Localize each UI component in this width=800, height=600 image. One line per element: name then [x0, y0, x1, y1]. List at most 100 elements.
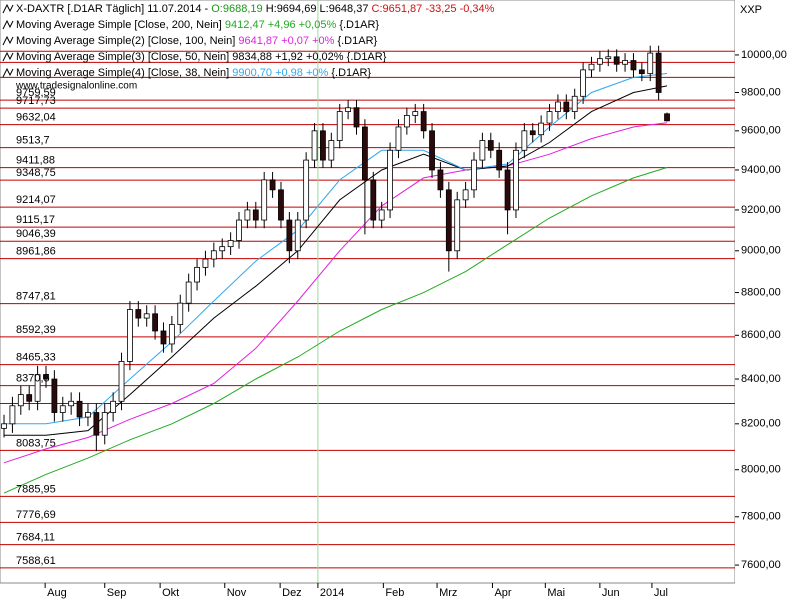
candle-body	[630, 60, 637, 71]
candle-body	[412, 111, 419, 116]
candle-body	[1, 423, 7, 429]
header-part: L:9648,37	[320, 3, 369, 15]
candle-body	[252, 209, 259, 221]
plot-area	[0, 0, 736, 584]
candle-body	[152, 313, 158, 332]
candle-body	[588, 63, 595, 71]
candle-body	[160, 330, 167, 345]
header-part: O:9688,19	[211, 3, 262, 15]
candle-body	[311, 130, 318, 161]
candle-body	[194, 266, 200, 283]
y-tick-label: 8600,00	[741, 329, 781, 341]
legend-icon	[2, 67, 14, 78]
candle-body	[336, 111, 343, 141]
legend-text: {.D1AR}	[347, 51, 387, 63]
y-tick-label: 8200,00	[741, 418, 781, 430]
level-label: 9513,7	[16, 135, 50, 147]
header-icon	[2, 3, 14, 14]
candle-body	[185, 281, 192, 304]
candle-body	[219, 246, 226, 252]
y-tick-label: 9600,00	[741, 125, 781, 137]
level-label: 7776,69	[16, 509, 56, 521]
candle-body	[403, 114, 410, 128]
legend-entry: Moving Average Simple(2) [Close, 100, Ne…	[16, 35, 378, 47]
candle-body	[395, 126, 402, 151]
moving-average-line	[4, 73, 668, 425]
y-tick-label: 9000,00	[741, 245, 781, 257]
candle-body	[101, 412, 108, 436]
candle-body	[647, 52, 654, 75]
y-tick-label: 9800,00	[741, 86, 781, 98]
candle-body	[370, 179, 377, 221]
level-label: 9632,04	[16, 112, 56, 124]
level-label: 8747,81	[16, 291, 56, 303]
candle-body	[93, 412, 100, 436]
candle-body	[59, 405, 66, 413]
moving-average-line	[3, 122, 668, 464]
candle-body	[521, 130, 528, 151]
candle-body	[353, 107, 360, 128]
candle-body	[269, 179, 276, 191]
legend-text: Moving Average Simple [Close, 200, Nein]	[16, 19, 222, 31]
legend-icon	[2, 19, 14, 30]
candle-body	[51, 378, 58, 413]
x-tick-label: Nov	[227, 587, 247, 599]
legend-text: {.D1AR}	[337, 35, 377, 47]
y-tick-label: 7600,00	[741, 559, 781, 571]
candle-body	[68, 400, 75, 407]
y-tick-label: 8800,00	[741, 286, 781, 298]
level-label: 7885,95	[16, 483, 56, 495]
axis-title: XXP	[740, 4, 762, 16]
candle-body	[320, 130, 326, 161]
candle-body	[210, 250, 217, 260]
candle-body	[638, 69, 645, 75]
candle-body	[236, 219, 242, 241]
level-label: 8083,75	[16, 437, 56, 449]
candle-body	[420, 111, 427, 132]
candle-body	[127, 309, 133, 362]
level-label: 9717,73	[16, 95, 56, 107]
candle-body	[504, 169, 511, 211]
candle-body	[664, 113, 670, 122]
candle-body	[387, 149, 393, 211]
header-part: X-DAXTR [.D1AR Täglich] 11.07.2014 -	[16, 3, 209, 15]
candle-body	[462, 189, 469, 201]
y-tick-label: 7800,00	[741, 511, 781, 523]
header: X-DAXTR [.D1AR Täglich] 11.07.2014 - O:9…	[16, 3, 495, 15]
legend-entry: Moving Average Simple [Close, 200, Nein]…	[16, 19, 379, 31]
legend-text: 9641,87 +0,07 +0%	[238, 35, 334, 47]
candle-body	[278, 189, 284, 221]
candle-body	[580, 69, 586, 97]
header-part: C:9651,87 -33,25 -0,34%	[372, 3, 495, 15]
candle-body	[655, 52, 662, 93]
level-label: 8370,5	[16, 372, 50, 384]
level-label: 8961,86	[16, 246, 56, 258]
candle-body	[361, 126, 368, 181]
x-tick-label: Feb	[385, 587, 404, 599]
candle-body	[454, 199, 461, 252]
candle-body	[546, 111, 553, 124]
marks-layer	[1, 45, 670, 494]
x-tick-label: Aug	[47, 587, 67, 599]
candle-body	[110, 400, 117, 413]
x-tick-label: Mai	[547, 587, 565, 599]
candle-body	[529, 130, 536, 136]
level-label: 8592,39	[16, 324, 56, 336]
candle-body	[286, 219, 293, 252]
candle-body	[303, 159, 310, 221]
axis-panel	[0, 583, 735, 600]
legend-text: Moving Average Simple(3) [Close, 50, Nei…	[16, 51, 229, 63]
legend-text: {.D1AR}	[339, 19, 379, 31]
candle-body	[118, 361, 125, 402]
x-tick-label: Jul	[654, 587, 668, 599]
candle-body	[345, 107, 352, 112]
candle-body	[34, 374, 41, 402]
level-label: 8465,33	[16, 352, 56, 364]
legend-icon	[2, 51, 14, 62]
x-tick-label: Jun	[602, 587, 620, 599]
candle-body	[487, 140, 494, 151]
candle-body	[496, 149, 503, 171]
legend-text: Moving Average Simple(4) [Close, 38, Nei…	[16, 67, 229, 79]
candle-body	[445, 189, 452, 252]
